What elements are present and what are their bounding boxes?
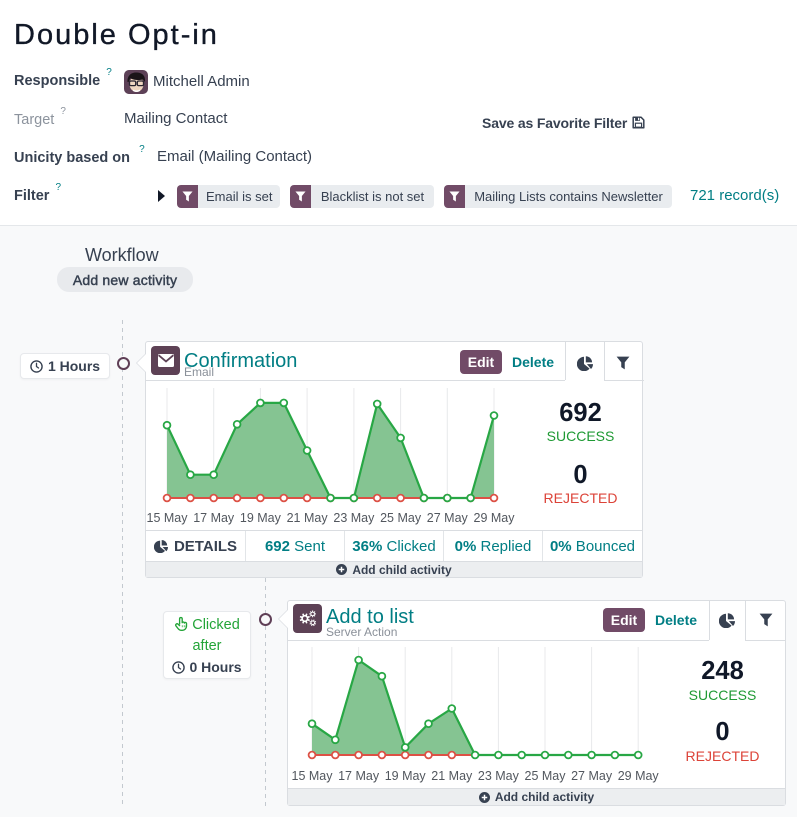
svg-text:27 May: 27 May [571, 769, 613, 783]
svg-text:19 May: 19 May [240, 511, 282, 525]
svg-text:17 May: 17 May [193, 511, 235, 525]
svg-text:21 May: 21 May [431, 769, 473, 783]
svg-text:29 May: 29 May [618, 769, 660, 783]
svg-text:29 May: 29 May [474, 511, 516, 525]
svg-text:27 May: 27 May [427, 511, 469, 525]
svg-text:25 May: 25 May [525, 769, 567, 783]
svg-text:23 May: 23 May [333, 511, 375, 525]
svg-text:19 May: 19 May [385, 769, 427, 783]
svg-text:25 May: 25 May [380, 511, 422, 525]
svg-text:17 May: 17 May [338, 769, 380, 783]
svg-text:21 May: 21 May [287, 511, 329, 525]
svg-text:15 May: 15 May [147, 511, 189, 525]
svg-text:23 May: 23 May [478, 769, 520, 783]
svg-text:15 May: 15 May [292, 769, 334, 783]
